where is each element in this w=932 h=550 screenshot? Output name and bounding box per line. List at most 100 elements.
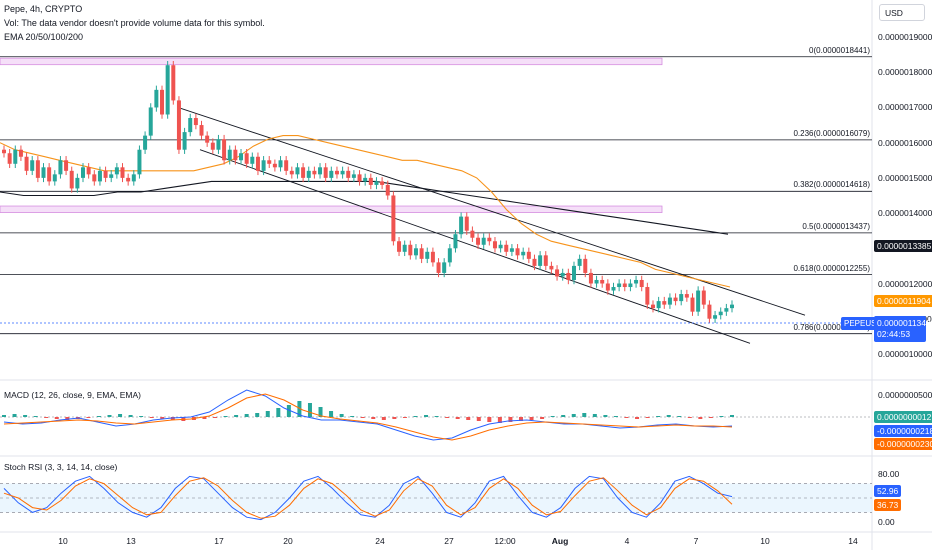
time-tick: 13 — [126, 536, 136, 546]
candle-body — [413, 248, 418, 256]
candle-body — [86, 167, 91, 175]
candle-body — [430, 251, 435, 263]
candle-body — [509, 248, 514, 252]
candle-body — [216, 139, 221, 150]
candle-body — [696, 290, 701, 312]
macd-histogram-bar — [656, 416, 661, 417]
candle-body — [295, 167, 300, 175]
candle-body — [227, 149, 232, 161]
candle-body — [476, 237, 481, 245]
stoch-d-tag: 36.73 — [874, 499, 902, 511]
candle-body — [92, 174, 97, 182]
stoch-tick-80: 80.00 — [878, 469, 900, 479]
macd-title[interactable]: MACD (12, 26, close, 9, EMA, EMA) — [4, 390, 141, 400]
candle-body — [662, 301, 667, 305]
macd-line — [3, 389, 733, 441]
macd-histogram-bar — [687, 417, 692, 418]
candle-body — [611, 287, 616, 291]
ema-legend[interactable]: EMA 20/50/100/200 — [4, 32, 84, 42]
time-tick: 12:00 — [494, 536, 516, 546]
candle-body — [600, 279, 605, 284]
macd-histogram-bar — [128, 415, 133, 417]
macd-histogram-bar — [392, 417, 397, 419]
ema-long-line — [0, 180, 729, 235]
time-tick: 27 — [444, 536, 454, 546]
candle-body — [143, 135, 148, 150]
candle-body — [543, 255, 548, 266]
macd-histogram-bar — [645, 417, 650, 418]
macd-histogram-bar — [561, 415, 566, 417]
fib-label: 0.618(0.0000012255) — [793, 263, 870, 273]
candle-body — [622, 283, 627, 288]
candle-body — [267, 160, 272, 164]
candle-body — [447, 248, 452, 263]
candle-body — [515, 248, 520, 256]
fib-label: 0.382(0.0000014618) — [793, 180, 870, 190]
stoch-d-line — [3, 477, 733, 519]
volume-note: Vol: The data vendor doesn't provide vol… — [4, 18, 265, 28]
time-tick: 7 — [693, 536, 699, 546]
time-tick: 24 — [375, 536, 385, 546]
candle-body — [346, 170, 351, 178]
macd-axis-tick: 0.0000000500 — [878, 390, 932, 400]
candle-body — [289, 170, 294, 175]
macd-histogram-bar — [592, 414, 597, 417]
candle-body — [730, 304, 734, 309]
macd-histogram-bar — [44, 417, 49, 418]
price-tick: 0.0000016000 — [878, 137, 932, 148]
fib-label: 0(0.0000018441) — [809, 45, 870, 55]
currency-button[interactable]: USD — [879, 4, 925, 21]
candle-body — [182, 132, 187, 150]
candle-body — [334, 170, 339, 175]
macd-histogram-bar — [213, 417, 218, 418]
candle-body — [199, 125, 204, 136]
macd-histogram-bar — [677, 416, 682, 417]
candle-body — [639, 279, 644, 288]
macd-histogram-bar — [255, 413, 260, 417]
candle-body — [35, 160, 40, 178]
candle-body — [193, 118, 198, 126]
candle-body — [679, 294, 684, 302]
macd-histogram-bar — [23, 415, 28, 417]
time-tick: 4 — [624, 536, 630, 546]
macd-histogram-bar — [730, 415, 734, 417]
candle-body — [176, 100, 181, 150]
macd-histogram-bar — [624, 417, 629, 418]
macd-histogram-bar — [107, 415, 112, 417]
candle-body — [538, 255, 543, 266]
supply-zone — [0, 205, 663, 213]
candle-body — [351, 174, 356, 178]
candle-body — [549, 265, 554, 270]
stoch-rsi-title[interactable]: Stoch RSI (3, 3, 14, 14, close) — [4, 462, 118, 472]
candle-body — [707, 304, 712, 319]
fib-label: 0.786(0.0000010574) — [793, 322, 870, 332]
candle-body — [470, 230, 475, 238]
candle-body — [487, 237, 492, 242]
candle-body — [724, 308, 729, 312]
macd-histogram-bar — [455, 417, 460, 419]
candle-body — [41, 167, 46, 178]
macd-histogram-bar — [329, 411, 334, 417]
candle-body — [453, 234, 458, 249]
macd-histogram-bar — [265, 411, 270, 417]
macd-histogram-bar — [139, 416, 144, 417]
candle-body — [64, 160, 69, 171]
candle-body — [481, 237, 486, 245]
macd-histogram-bar — [434, 416, 439, 417]
stoch-tick-0: 0.00 — [878, 517, 895, 527]
candle-body — [205, 135, 210, 143]
macd-histogram-bar — [54, 417, 59, 419]
time-tick: 10 — [760, 536, 770, 546]
macd-histogram-bar — [582, 413, 587, 417]
candle-body — [69, 170, 74, 189]
candle-body — [255, 156, 260, 171]
macd-histogram-bar — [286, 405, 291, 417]
candle-body — [210, 142, 215, 150]
candle-body — [380, 181, 385, 185]
candle-body — [397, 241, 402, 252]
candle-body — [114, 167, 119, 175]
macd-histogram-bar — [487, 417, 492, 422]
candle-body — [504, 244, 509, 252]
price-tick: 0.0000018000 — [878, 67, 932, 78]
